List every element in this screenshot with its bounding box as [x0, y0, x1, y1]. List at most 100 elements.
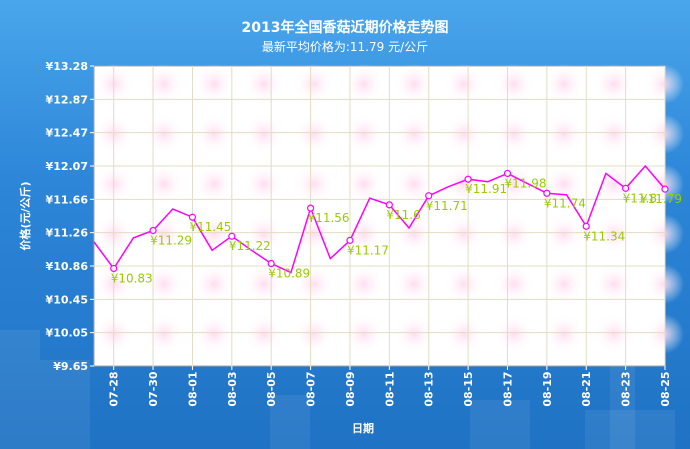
y-axis-ticks: ¥13.28 ¥12.87 ¥12.47 ¥12.07 ¥11.66 ¥11.26 ¥10.…: [46, 60, 94, 373]
background-dot: [444, 114, 484, 154]
background-dot: [294, 314, 334, 354]
background-dot: [644, 214, 684, 254]
y-tick-label: ¥11.66: [46, 193, 89, 206]
data-label: ¥10.83: [111, 271, 153, 285]
background-block: [470, 400, 530, 449]
background-dot: [194, 264, 234, 304]
y-tick-label: ¥12.87: [46, 93, 88, 106]
y-tick-label: ¥9.65: [53, 360, 88, 373]
chart-title: 2013年全国香菇近期价格走势图: [242, 19, 449, 36]
background-dot: [594, 64, 634, 104]
data-marker: [622, 184, 630, 192]
background-dot: [494, 64, 534, 104]
x-tick-label: 07-30: [147, 371, 160, 407]
background-dot: [394, 64, 434, 104]
background-dot: [244, 164, 284, 204]
background-dot: [494, 314, 534, 354]
background-dot: [594, 264, 634, 304]
background-dot: [644, 64, 684, 104]
data-label: ¥11.98: [504, 176, 546, 190]
data-label: ¥11.91: [465, 182, 507, 196]
x-tick-label: 08-17: [501, 371, 514, 406]
background-dot: [194, 214, 234, 254]
background-dot: [594, 114, 634, 154]
data-marker: [503, 169, 512, 178]
y-axis-title: 价格(元/公斤): [18, 181, 32, 250]
background-dot: [194, 314, 234, 354]
background-dot: [644, 264, 684, 304]
background-dot: [244, 314, 284, 354]
data-label: ¥11.45: [189, 220, 231, 234]
data-label: ¥11.29: [150, 233, 192, 247]
background-dot: [444, 164, 484, 204]
x-tick-label: 08-03: [226, 371, 239, 406]
background-dot: [244, 114, 284, 154]
data-label: ¥11.74: [544, 196, 586, 210]
background-dot: [294, 114, 334, 154]
data-marker: [267, 259, 275, 268]
background-dot: [294, 164, 334, 204]
background-dot: [494, 114, 534, 154]
background-dot: [544, 264, 584, 304]
data-marker: [582, 222, 590, 230]
y-tick-label: ¥10.45: [46, 293, 88, 306]
background-dot: [444, 64, 484, 104]
background-dot: [544, 64, 584, 104]
background-dot: [444, 264, 484, 304]
background-dot: [444, 214, 484, 254]
x-tick-label: 08-11: [383, 371, 396, 406]
data-marker: [661, 185, 669, 193]
data-marker: [306, 204, 315, 212]
background-dot: [344, 114, 384, 154]
x-tick-label: 08-13: [423, 371, 436, 406]
x-axis-ticks: 07-28 07-30 08-01 08-03 08-05 08-07 08-09 08-11…: [108, 366, 672, 407]
data-marker: [149, 226, 157, 235]
x-tick-label: 07-28: [108, 371, 121, 406]
background-dot: [244, 264, 284, 304]
background-block: [270, 395, 310, 449]
x-tick-label: 08-15: [462, 371, 475, 406]
x-tick-label: 08-19: [541, 371, 554, 406]
grid-lines: [94, 66, 666, 366]
data-marker: [188, 213, 197, 221]
background-dot: [144, 314, 184, 354]
data-label: ¥11.79: [640, 192, 682, 206]
background-dot: [294, 64, 334, 104]
background-dot: [344, 314, 384, 354]
x-tick-label: 08-23: [620, 371, 633, 406]
data-label: ¥11.34: [583, 229, 625, 243]
background-dot: [344, 64, 384, 104]
x-tick-label: 08-05: [265, 371, 278, 406]
background-dot: [194, 164, 234, 204]
x-axis-title: 日期: [352, 421, 374, 435]
background-dot: [144, 64, 184, 104]
background-dot: [344, 214, 384, 254]
data-label: ¥11.56: [308, 211, 350, 225]
background-block: [585, 410, 675, 449]
background-dot: [394, 264, 434, 304]
background-dot: [194, 64, 234, 104]
background-dot: [594, 214, 634, 254]
x-tick-label: 08-25: [659, 371, 672, 406]
data-marker: [543, 189, 551, 197]
background-dot: [644, 164, 684, 204]
background-dot: [394, 164, 434, 204]
data-label: ¥11.22: [229, 239, 271, 253]
background-decoration: [0, 330, 675, 449]
y-tick-label: ¥13.28: [46, 60, 88, 73]
data-marker: [385, 201, 393, 209]
data-marker: [346, 236, 354, 244]
y-tick-label: ¥12.07: [46, 160, 88, 173]
y-tick-label: ¥11.26: [46, 227, 89, 240]
x-tick-label: 08-09: [344, 371, 357, 406]
x-tick-label: 08-07: [305, 371, 318, 406]
x-tick-label: 08-21: [580, 371, 593, 406]
background-dot: [144, 164, 184, 204]
y-tick-label: ¥10.05: [46, 327, 88, 340]
background-dot: [144, 264, 184, 304]
price-series-line: [93, 164, 666, 274]
background-dot: [194, 114, 234, 154]
background-dot: [244, 214, 284, 254]
